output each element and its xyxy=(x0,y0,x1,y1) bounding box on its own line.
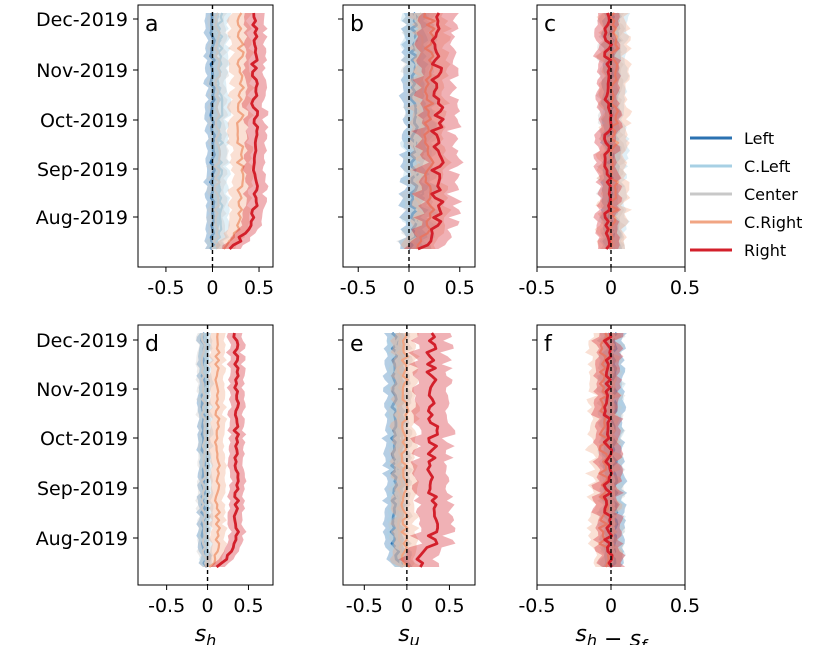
xtick-label-e-0: -0.5 xyxy=(346,595,383,617)
band-e-left xyxy=(381,333,413,567)
legend-label: Right xyxy=(744,241,786,260)
line-d-center xyxy=(200,332,209,568)
ytick-label-d-3: Nov-2019 xyxy=(36,379,128,401)
band-e-right xyxy=(398,333,456,567)
panel-d: -0.5 0 0.5 Aug-2019 Sep-2019 Oct-2019 Nov-2019… xyxy=(36,324,274,645)
panel-f: -0.5 0 0.5 f sh − sf xyxy=(518,324,700,645)
axes-frame-e xyxy=(342,324,476,586)
panel-letter-b: b xyxy=(350,12,364,37)
line-a-center xyxy=(211,12,221,250)
panel-letter-a: a xyxy=(145,12,158,37)
band-a-center xyxy=(204,13,230,249)
legend-label: Left xyxy=(744,129,774,148)
xtick-label-b-2: 0.5 xyxy=(445,277,475,299)
ytick-label-d-1: Sep-2019 xyxy=(37,478,128,500)
xtick-label-a-0: -0.5 xyxy=(147,277,184,299)
xtick-label-c-1: 0 xyxy=(605,277,617,299)
xtick-label-d-0: -0.5 xyxy=(148,595,185,617)
line-b-right xyxy=(417,12,445,251)
xtick-label-d-2: 0.5 xyxy=(233,595,263,617)
xtick-label-c-0: -0.5 xyxy=(518,277,555,299)
xtick-label-f-1: 0 xyxy=(605,595,617,617)
xlabel-f: sh − sf xyxy=(575,622,649,645)
line-a-right xyxy=(228,12,260,250)
band-e-center xyxy=(387,333,415,567)
ytick-label-a-3: Nov-2019 xyxy=(36,60,128,82)
line-b-cright xyxy=(416,12,436,250)
xtick-label-c-2: 0.5 xyxy=(670,277,700,299)
panel-a: -0.5 0 0.5 Aug-2019 Sep-2019 Oct-2019 Nov-2019… xyxy=(36,4,274,299)
band-f-cright xyxy=(584,333,623,567)
axes-frame-d xyxy=(137,324,274,586)
band-b-center xyxy=(396,13,439,249)
line-c-right xyxy=(603,12,613,250)
line-d-cright xyxy=(208,332,221,568)
panel-letter-e: e xyxy=(350,332,364,357)
axes-frame-a xyxy=(137,4,274,268)
xtick-label-a-2: 0.5 xyxy=(244,277,274,299)
xtick-label-e-2: 0.5 xyxy=(434,595,464,617)
legend-item-center: Center xyxy=(690,185,798,204)
ytick-label-d-0: Aug-2019 xyxy=(36,528,128,550)
ytick-label-d-4: Dec-2019 xyxy=(36,330,128,352)
xtick-label-a-1: 0 xyxy=(206,277,218,299)
panel-b: -0.5 0 0.5 b xyxy=(338,4,476,299)
ytick-label-d-2: Oct-2019 xyxy=(40,428,128,450)
ytick-label-a-1: Sep-2019 xyxy=(37,159,128,181)
ytick-label-a-2: Oct-2019 xyxy=(40,110,128,132)
line-f-cright xyxy=(598,332,611,568)
legend: Left C.Left Center C.Right Right xyxy=(690,129,802,260)
line-c-cleft xyxy=(609,12,621,250)
ytick-label-a-0: Aug-2019 xyxy=(36,207,128,229)
band-a-cright xyxy=(216,13,255,249)
line-f-left xyxy=(609,332,619,569)
line-e-center xyxy=(396,332,407,568)
line-a-cright xyxy=(222,12,245,250)
xtick-label-e-1: 0 xyxy=(401,595,413,617)
legend-label: C.Left xyxy=(744,157,790,176)
legend-label: C.Right xyxy=(744,213,802,232)
xlabel-e: su xyxy=(398,622,420,645)
panels: -0.5 0 0.5 Aug-2019 Sep-2019 Oct-2019 Nov-2019… xyxy=(36,4,700,645)
legend-item-cleft: C.Left xyxy=(690,157,790,176)
xlabel-d: sh xyxy=(195,622,217,645)
xtick-label-d-1: 0 xyxy=(201,595,213,617)
legend-item-right: Right xyxy=(690,241,786,260)
legend-label: Center xyxy=(744,185,798,204)
line-e-right xyxy=(415,332,440,568)
ytick-label-a-4: Dec-2019 xyxy=(36,9,128,31)
band-f-right xyxy=(590,333,626,567)
line-d-right xyxy=(215,332,240,569)
xtick-label-f-0: -0.5 xyxy=(518,595,555,617)
line-c-cright xyxy=(608,12,620,250)
xtick-label-f-2: 0.5 xyxy=(670,595,700,617)
line-f-right xyxy=(602,332,614,568)
legend-item-cright: C.Right xyxy=(690,213,802,232)
panel-letter-f: f xyxy=(544,332,553,357)
panel-letter-c: c xyxy=(544,12,556,37)
panel-e: -0.5 0 0.5 e su xyxy=(338,324,476,645)
panel-c: -0.5 0 0.5 c xyxy=(518,4,700,299)
xtick-label-b-1: 0 xyxy=(403,277,415,299)
line-b-cleft xyxy=(413,12,425,250)
line-b-center xyxy=(409,12,425,250)
line-f-cleft xyxy=(607,332,616,568)
legend-item-left: Left xyxy=(690,129,774,148)
xtick-label-b-0: -0.5 xyxy=(340,277,377,299)
panel-letter-d: d xyxy=(145,332,159,357)
